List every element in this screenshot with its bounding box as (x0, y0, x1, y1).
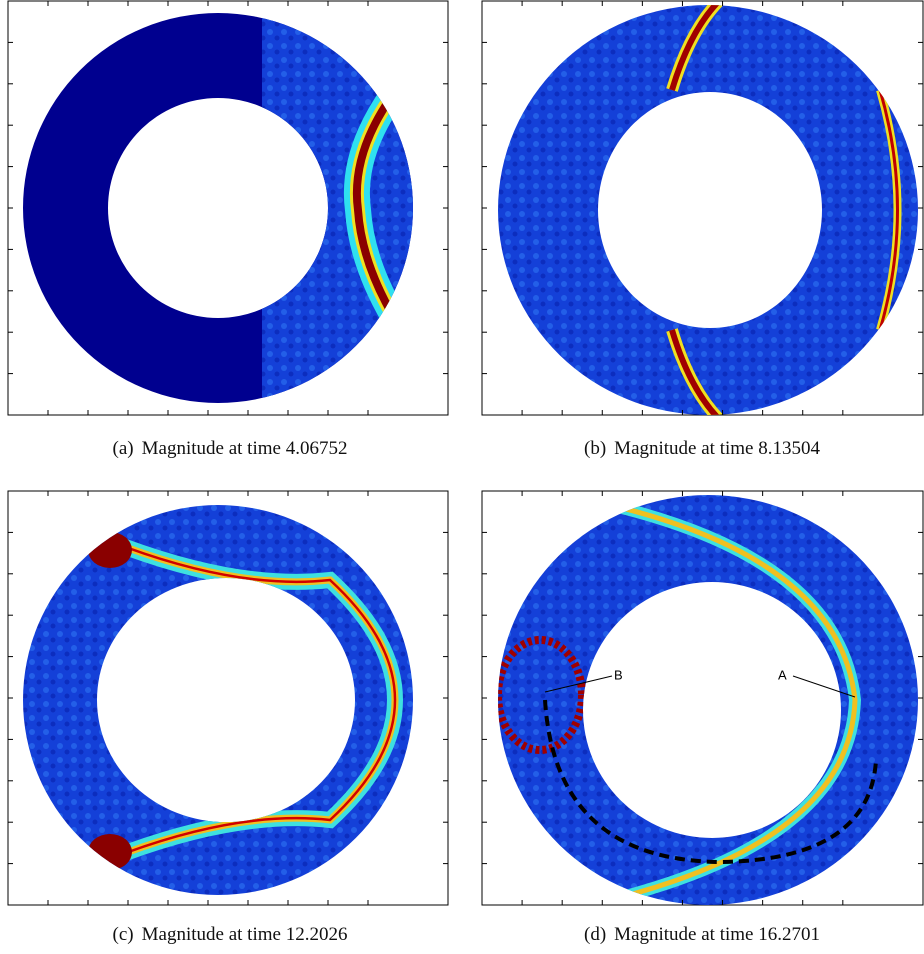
caption-text: Magnitude at time 8.13504 (614, 438, 820, 459)
caption-label: (c) (113, 924, 134, 945)
annotation: A (778, 667, 787, 682)
caption-label: (b) (584, 438, 606, 459)
panel-c-image (7, 490, 449, 906)
caption: (b) Magnitude at time 8.13504 (584, 438, 820, 459)
frame-ticks (8, 1, 923, 905)
caption-label: (d) (584, 924, 606, 945)
panel-b-image (481, 0, 924, 416)
caption: (a) Magnitude at time 4.06752 (113, 438, 348, 459)
caption-text: Magnitude at time 16.2701 (614, 924, 820, 945)
caption-text: Magnitude at time 4.06752 (142, 438, 348, 459)
annotation: B (614, 667, 623, 682)
panel-d-image: B A (481, 490, 924, 906)
caption: (c) Magnitude at time 12.2026 (113, 924, 348, 945)
caption-label: (a) (113, 438, 134, 459)
panel-a-image (7, 0, 449, 416)
caption: (d) Magnitude at time 16.2701 (584, 924, 820, 945)
caption-text: Magnitude at time 12.2026 (142, 924, 348, 945)
